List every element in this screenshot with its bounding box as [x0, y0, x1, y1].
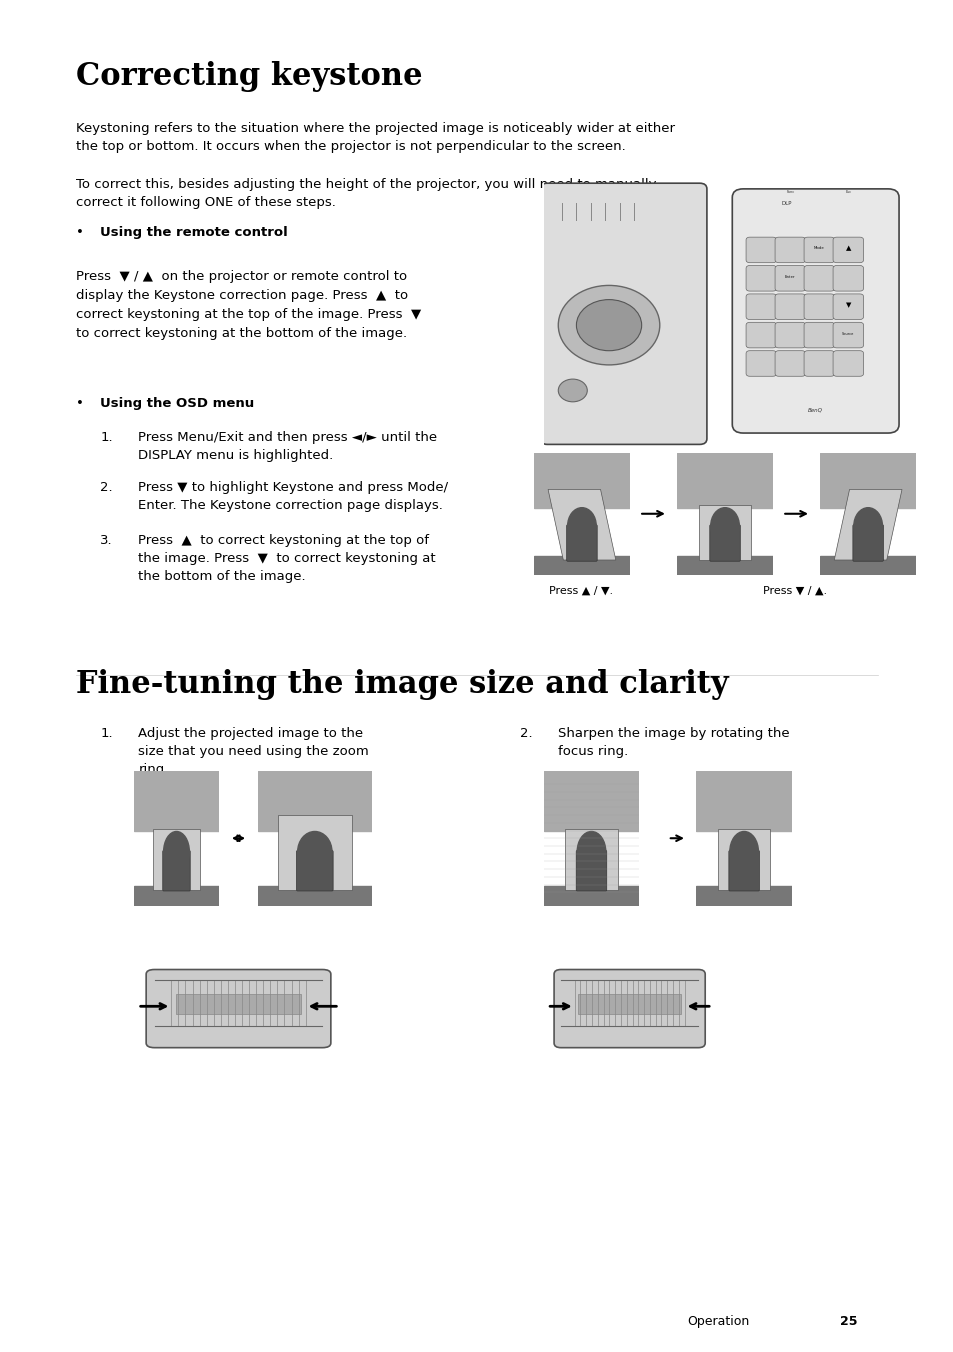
Text: •: • — [76, 226, 89, 239]
Text: Sharpen the image by rotating the
focus ring.: Sharpen the image by rotating the focus … — [558, 727, 789, 758]
Text: •: • — [76, 397, 89, 411]
Text: Using the OSD menu: Using the OSD menu — [100, 397, 254, 411]
Text: Press  ▲  to correct keystoning at the top of
the image. Press  ▼  to correct ke: Press ▲ to correct keystoning at the top… — [138, 534, 436, 583]
Text: Adjust the projected image to the
size that you need using the zoom
ring.: Adjust the projected image to the size t… — [138, 727, 369, 776]
Text: Press ▼ / ▲.: Press ▼ / ▲. — [762, 585, 826, 595]
Text: Press ▼ to highlight Keystone and press Mode/
Enter. The Keystone correction pag: Press ▼ to highlight Keystone and press … — [138, 481, 448, 512]
Text: 25: 25 — [839, 1314, 856, 1328]
Text: 1.: 1. — [100, 431, 112, 445]
Text: 2.: 2. — [519, 727, 532, 741]
Text: Using the remote control: Using the remote control — [100, 226, 288, 239]
Text: Fine-tuning the image size and clarity: Fine-tuning the image size and clarity — [76, 669, 728, 700]
Text: 2.: 2. — [100, 481, 112, 495]
Text: Press Menu/Exit and then press ◄/► until the
DISPLAY menu is highlighted.: Press Menu/Exit and then press ◄/► until… — [138, 431, 437, 462]
Text: Press ▲ / ▼.: Press ▲ / ▼. — [548, 585, 612, 595]
Text: Keystoning refers to the situation where the projected image is noticeably wider: Keystoning refers to the situation where… — [76, 122, 675, 153]
Text: Correcting keystone: Correcting keystone — [76, 61, 422, 92]
Text: 3.: 3. — [100, 534, 112, 548]
Text: To correct this, besides adjusting the height of the projector, you will need to: To correct this, besides adjusting the h… — [76, 178, 656, 210]
Text: Operation: Operation — [686, 1314, 748, 1328]
Text: Press  ▼ / ▲  on the projector or remote control to
display the Keystone correct: Press ▼ / ▲ on the projector or remote c… — [76, 270, 421, 341]
Text: 1.: 1. — [100, 727, 112, 741]
